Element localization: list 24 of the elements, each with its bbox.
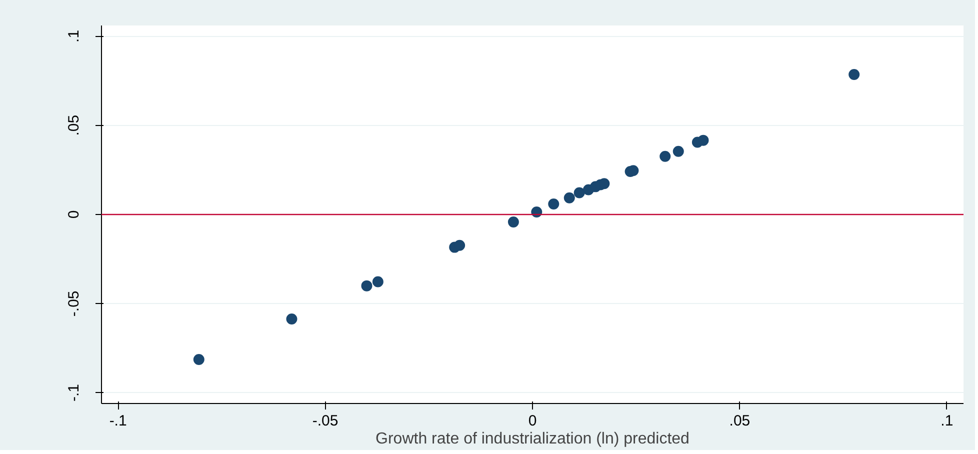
point: [548, 198, 560, 210]
point: [193, 354, 204, 365]
y-tick-label: .05: [65, 114, 82, 136]
x-tick-label: -.05: [312, 412, 338, 430]
point: [508, 216, 519, 228]
point: [672, 146, 684, 157]
x-tick-label: .1: [940, 412, 954, 430]
x-tick-label: -.1: [109, 412, 127, 430]
y-tick-label: -.05: [65, 290, 82, 317]
y-tick-label: -.1: [65, 384, 82, 402]
x-tick-label: .05: [729, 412, 750, 430]
point: [564, 192, 575, 204]
x-tick-label: 0: [528, 412, 537, 430]
point: [372, 276, 384, 288]
point: [286, 313, 298, 324]
y-tick-label: 0: [65, 210, 82, 219]
point: [660, 150, 671, 162]
point: [454, 240, 466, 251]
point: [361, 280, 372, 292]
point: [698, 134, 709, 146]
point: [574, 187, 585, 198]
y-tick-label: .1: [65, 30, 82, 42]
x-axis-title: Growth rate of industrialization (ln) predicted: [376, 430, 690, 448]
point: [848, 69, 860, 80]
